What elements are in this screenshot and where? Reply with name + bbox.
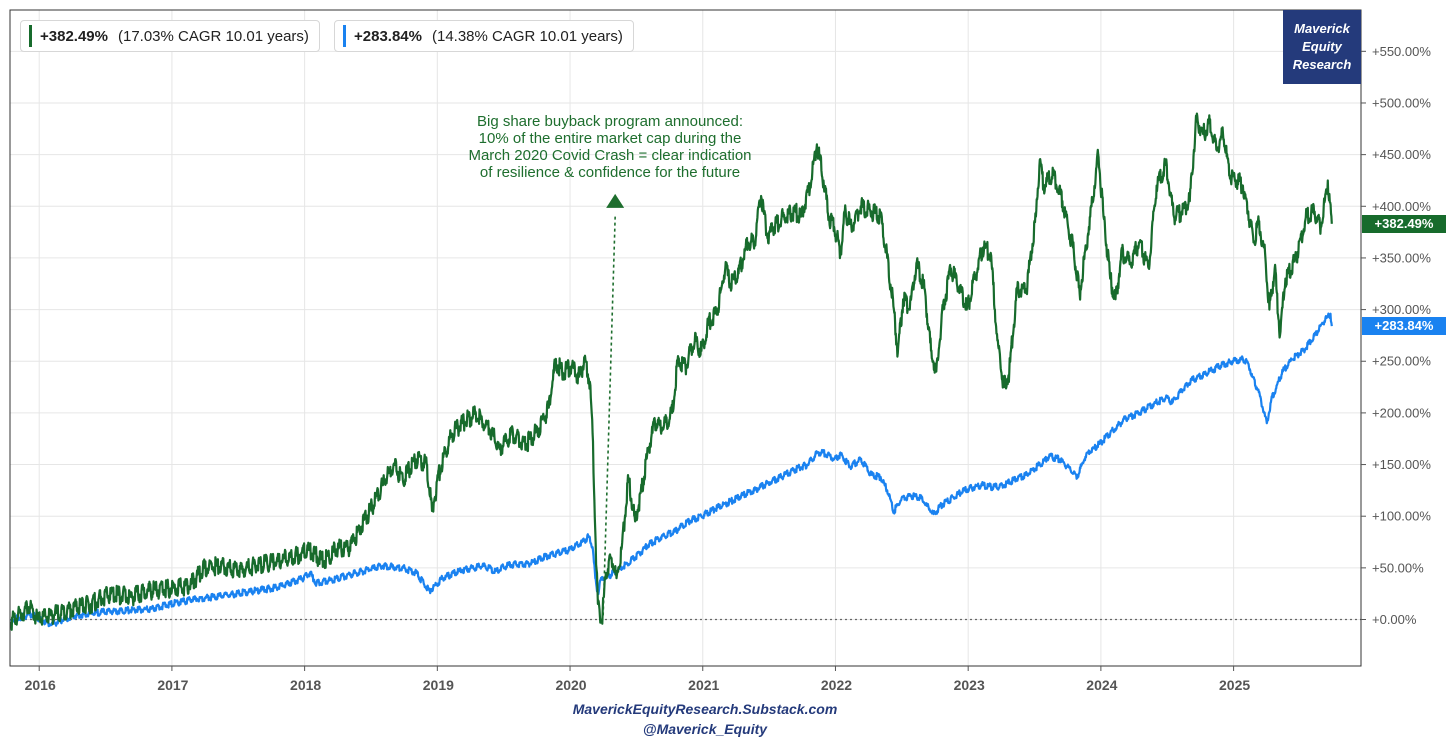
legend-item-blue: +283.84% (14.38% CAGR 10.01 years) [334,20,634,52]
brand-line-2: Equity [1302,39,1342,54]
y-axis: +550.00% +500.00% +450.00% +400.00% +350.00%… [1361,44,1431,627]
legend-item-green: +382.49% (17.03% CAGR 10.01 years) [20,20,320,52]
annotation-line-2: 10% of the entire market cap during the [478,130,742,147]
series-layer [10,112,1333,631]
y-tick-label: +150.00% [1372,457,1431,472]
x-tick-label: 2024 [1086,677,1117,693]
legend-value-blue: +283.84% [354,27,422,45]
x-tick-label: 2019 [423,677,454,693]
y-tick-label: +450.00% [1372,147,1431,162]
x-tick-label: 2022 [821,677,852,693]
buyback-annotation: Big share buyback program announced: 10%… [420,113,800,181]
legend-swatch-green [29,25,32,47]
footer-handle: @Maverick_Equity [642,721,768,737]
x-tick-label: 2016 [25,677,56,693]
legend-value-green: +382.49% [40,27,108,45]
x-tick-label: 2018 [290,677,321,693]
end-tag-green: +382.49% [1362,214,1446,233]
brand-line-1: Maverick [1294,21,1350,36]
series-line-+283.84% [10,312,1333,628]
x-tick-label: 2023 [954,677,985,693]
series-line-+382.49% [10,112,1333,631]
y-tick-label: +50.00% [1372,560,1424,575]
x-tick-label: 2020 [555,677,586,693]
y-tick-label: +400.00% [1372,199,1431,214]
y-tick-label: +100.00% [1372,509,1431,524]
y-tick-label: +500.00% [1372,95,1431,110]
annotation-line-4: of resilience & confidence for the futur… [479,164,741,181]
y-tick-label: +300.00% [1372,302,1431,317]
annotation-line-3: March 2020 Covid Crash = clear indicatio… [468,147,752,164]
annotation-line-1: Big share buyback program announced: [476,113,743,130]
annotation-arrow-head [606,193,625,208]
brand-logo: Maverick Equity Research [1283,10,1361,84]
y-tick-label: +200.00% [1372,405,1431,420]
end-tag-blue: +283.84% [1362,317,1446,336]
y-tick-label: +0.00% [1372,612,1417,627]
annotation-arrow-line [602,216,616,616]
x-tick-label: 2025 [1219,677,1250,693]
y-tick-label: +550.00% [1372,44,1431,59]
footer-site[interactable]: MaverickEquityResearch.Substack.com [572,701,838,717]
x-tick-label: 2021 [688,677,719,693]
y-tick-label: +250.00% [1372,354,1431,369]
x-tick-label: 2017 [157,677,188,693]
legend-swatch-blue [343,25,346,47]
plot-frame [9,9,1362,667]
x-axis: 2016 2017 2018 2019 2020 2021 2022 2023 2024 2025 [25,666,1250,693]
brand-line-3: Research [1292,57,1352,72]
y-tick-label: +350.00% [1372,250,1431,265]
legend-detail-blue: (14.38% CAGR 10.01 years) [431,27,623,45]
legend-detail-green: (17.03% CAGR 10.01 years) [117,27,309,45]
